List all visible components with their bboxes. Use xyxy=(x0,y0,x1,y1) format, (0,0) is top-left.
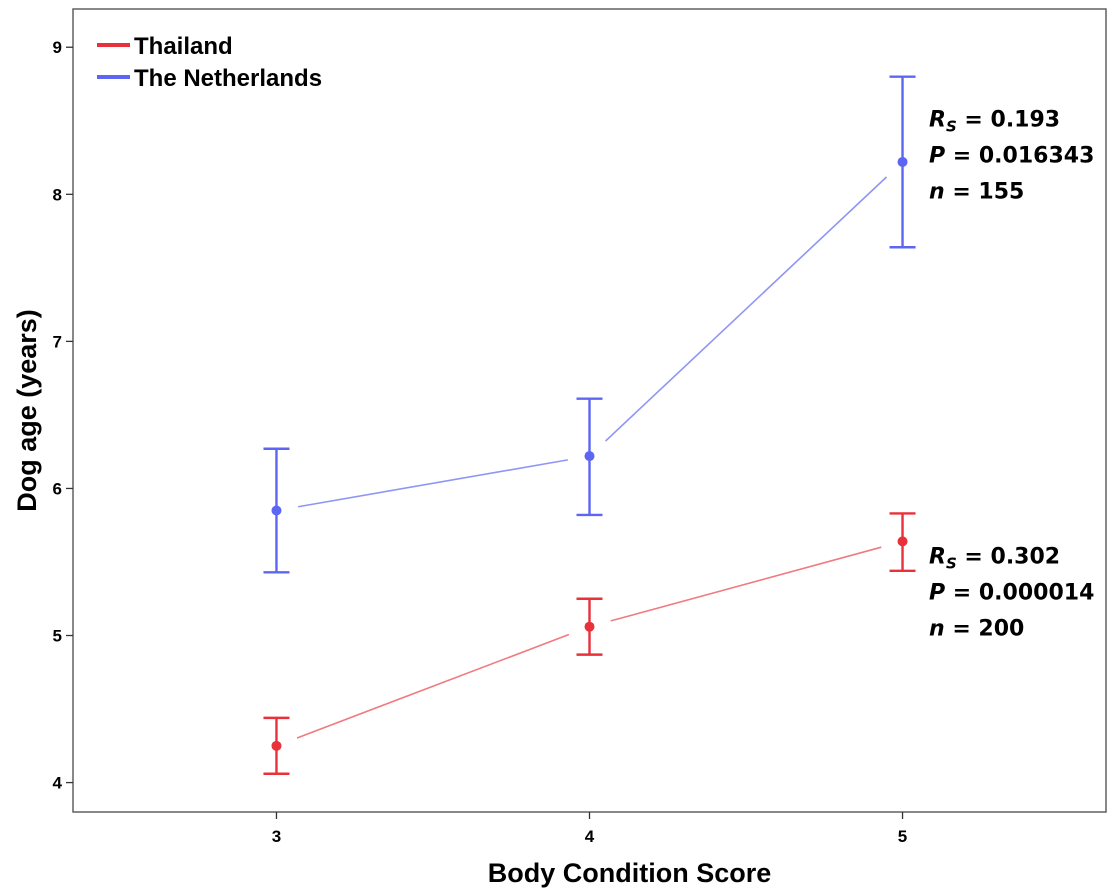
stat-p-symbol: P xyxy=(929,144,945,169)
legend-label: The Netherlands xyxy=(134,65,322,92)
series-line-segment xyxy=(604,176,888,442)
stat-n: n = 200 xyxy=(929,616,1024,641)
stat-rs-value: = 0.302 xyxy=(957,544,1060,569)
data-point xyxy=(271,740,282,751)
stat-p-symbol: P xyxy=(929,580,945,605)
stat-rs-subscript: S xyxy=(946,118,957,136)
stat-n-symbol: n xyxy=(929,180,945,205)
y-axis-title: Dog age (years) xyxy=(12,309,42,512)
stat-n-value: = 155 xyxy=(945,180,1025,205)
stat-p: P = 0.016343 xyxy=(929,144,1094,169)
stat-rs-value: = 0.193 xyxy=(957,108,1060,133)
data-point xyxy=(271,505,282,516)
series-line-segment xyxy=(296,633,570,739)
stat-rs-subscript: S xyxy=(946,554,957,572)
axes: 4 5 6 7 8 9 3 4 5 Body Condition Score Dog age (ye… xyxy=(12,38,907,888)
stat-n: n = 155 xyxy=(929,180,1024,205)
stat-rs: RS = 0.302 xyxy=(929,544,1060,572)
stat-rs-symbol: R xyxy=(929,108,946,133)
x-tick-label: 3 xyxy=(272,827,281,846)
series-the-netherlands xyxy=(263,75,916,574)
series-thailand xyxy=(263,512,916,775)
x-tick-label: 4 xyxy=(585,827,595,846)
y-tick-label: 6 xyxy=(53,479,62,498)
stat-p-value: = 0.016343 xyxy=(945,144,1094,169)
stat-rs: RS = 0.193 xyxy=(929,108,1060,136)
stat-n-value: = 200 xyxy=(945,616,1025,641)
legend: Thailand The Netherlands xyxy=(97,33,322,92)
stat-p-value: = 0.000014 xyxy=(945,580,1094,605)
y-tick-label: 4 xyxy=(53,774,63,793)
legend-item-the-netherlands: The Netherlands xyxy=(97,65,322,92)
x-axis-title: Body Condition Score xyxy=(488,858,772,888)
series-layer xyxy=(263,75,916,775)
stat-p: P = 0.000014 xyxy=(929,580,1094,605)
data-point xyxy=(584,621,595,632)
stat-n-symbol: n xyxy=(929,616,945,641)
y-tick-label: 7 xyxy=(53,332,62,351)
legend-label: Thailand xyxy=(134,33,233,60)
data-point xyxy=(897,536,908,547)
series-line-segment xyxy=(298,459,568,508)
data-point xyxy=(584,451,595,462)
data-point xyxy=(897,156,908,167)
x-tick-label: 5 xyxy=(898,827,907,846)
y-tick-label: 8 xyxy=(53,185,62,204)
legend-item-thailand: Thailand xyxy=(97,33,233,60)
y-tick-label: 5 xyxy=(53,627,62,646)
y-tick-label: 9 xyxy=(53,38,62,57)
series-line-segment xyxy=(610,546,882,622)
stat-rs-symbol: R xyxy=(929,544,946,569)
